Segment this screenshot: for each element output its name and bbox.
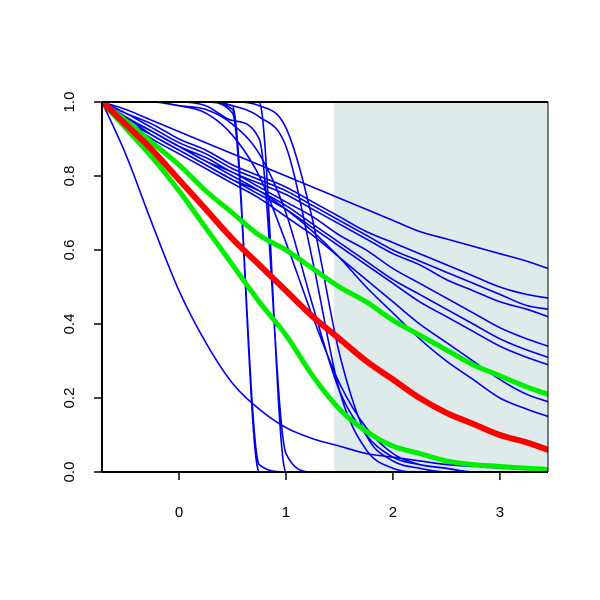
axes: 0 1 2 3 0.0 0.2 0.4 0.6 0.8 1.0 bbox=[61, 92, 549, 521]
thin-curve-5 bbox=[102, 102, 548, 310]
y-tick-label-3: 0.6 bbox=[61, 240, 78, 261]
mean-curve-0 bbox=[102, 102, 548, 453]
thin-curve-15 bbox=[102, 102, 548, 472]
x-tick-label-2: 2 bbox=[389, 504, 397, 521]
thin-curve-21 bbox=[102, 102, 548, 472]
x-tick-label-1: 1 bbox=[282, 504, 290, 521]
x-tick-label-3: 3 bbox=[496, 504, 504, 521]
thin-curve-11 bbox=[102, 102, 548, 418]
thin-curve-13 bbox=[102, 102, 548, 472]
y-tick-label-0: 0.0 bbox=[61, 462, 78, 483]
y-tick-label-5: 1.0 bbox=[61, 92, 78, 113]
x-tick-label-0: 0 bbox=[175, 504, 183, 521]
y-tick-label-1: 0.2 bbox=[61, 388, 78, 409]
band-curve-1 bbox=[102, 102, 548, 397]
y-tick-label-2: 0.4 bbox=[61, 314, 78, 335]
thin-curve-4 bbox=[102, 102, 548, 299]
y-tick-label-4: 0.8 bbox=[61, 166, 78, 187]
plot-area bbox=[102, 102, 548, 472]
thin-curve-3 bbox=[102, 102, 548, 270]
series-lines bbox=[102, 102, 548, 472]
thin-curve-9 bbox=[102, 102, 548, 366]
thin-curve-10 bbox=[102, 102, 548, 403]
band-curve-2 bbox=[102, 102, 548, 472]
